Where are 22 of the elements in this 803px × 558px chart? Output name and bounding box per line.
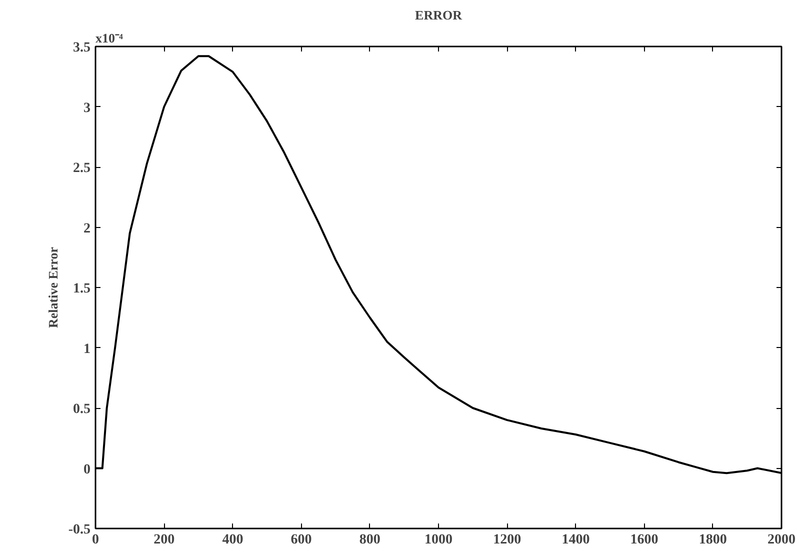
y-tick-label: -0.5 <box>68 522 91 538</box>
x-tick-label: 1400 <box>562 532 590 548</box>
y-axis-title: Relative Error <box>45 246 60 328</box>
x-tick-label: 400 <box>222 532 244 548</box>
x-tick-label: 2000 <box>768 532 796 548</box>
text: x10⁻⁴ <box>96 30 123 46</box>
x-tick-label: 800 <box>359 532 380 548</box>
y-tick-label: 0 <box>84 462 90 478</box>
x-tick-label: 1200 <box>493 532 522 548</box>
y-tick-label: 2 <box>84 221 90 236</box>
x-tick-label: 200 <box>154 532 175 548</box>
y-tick-label: 3 <box>84 100 90 116</box>
chart-title: ERROR <box>415 8 463 22</box>
y-tick-label: 3.5 <box>73 40 90 56</box>
x-tick-label: 1800 <box>698 532 727 548</box>
y-tick-label: 0.5 <box>73 402 90 417</box>
y-tick-label: 2.5 <box>73 161 90 176</box>
x-tick-label: 600 <box>290 532 312 548</box>
x-tick-label: 1000 <box>424 532 452 548</box>
x-tick-label: 1600 <box>630 532 658 548</box>
y-tick-label: 1.5 <box>73 282 90 296</box>
y-tick-label: 1 <box>84 342 90 357</box>
